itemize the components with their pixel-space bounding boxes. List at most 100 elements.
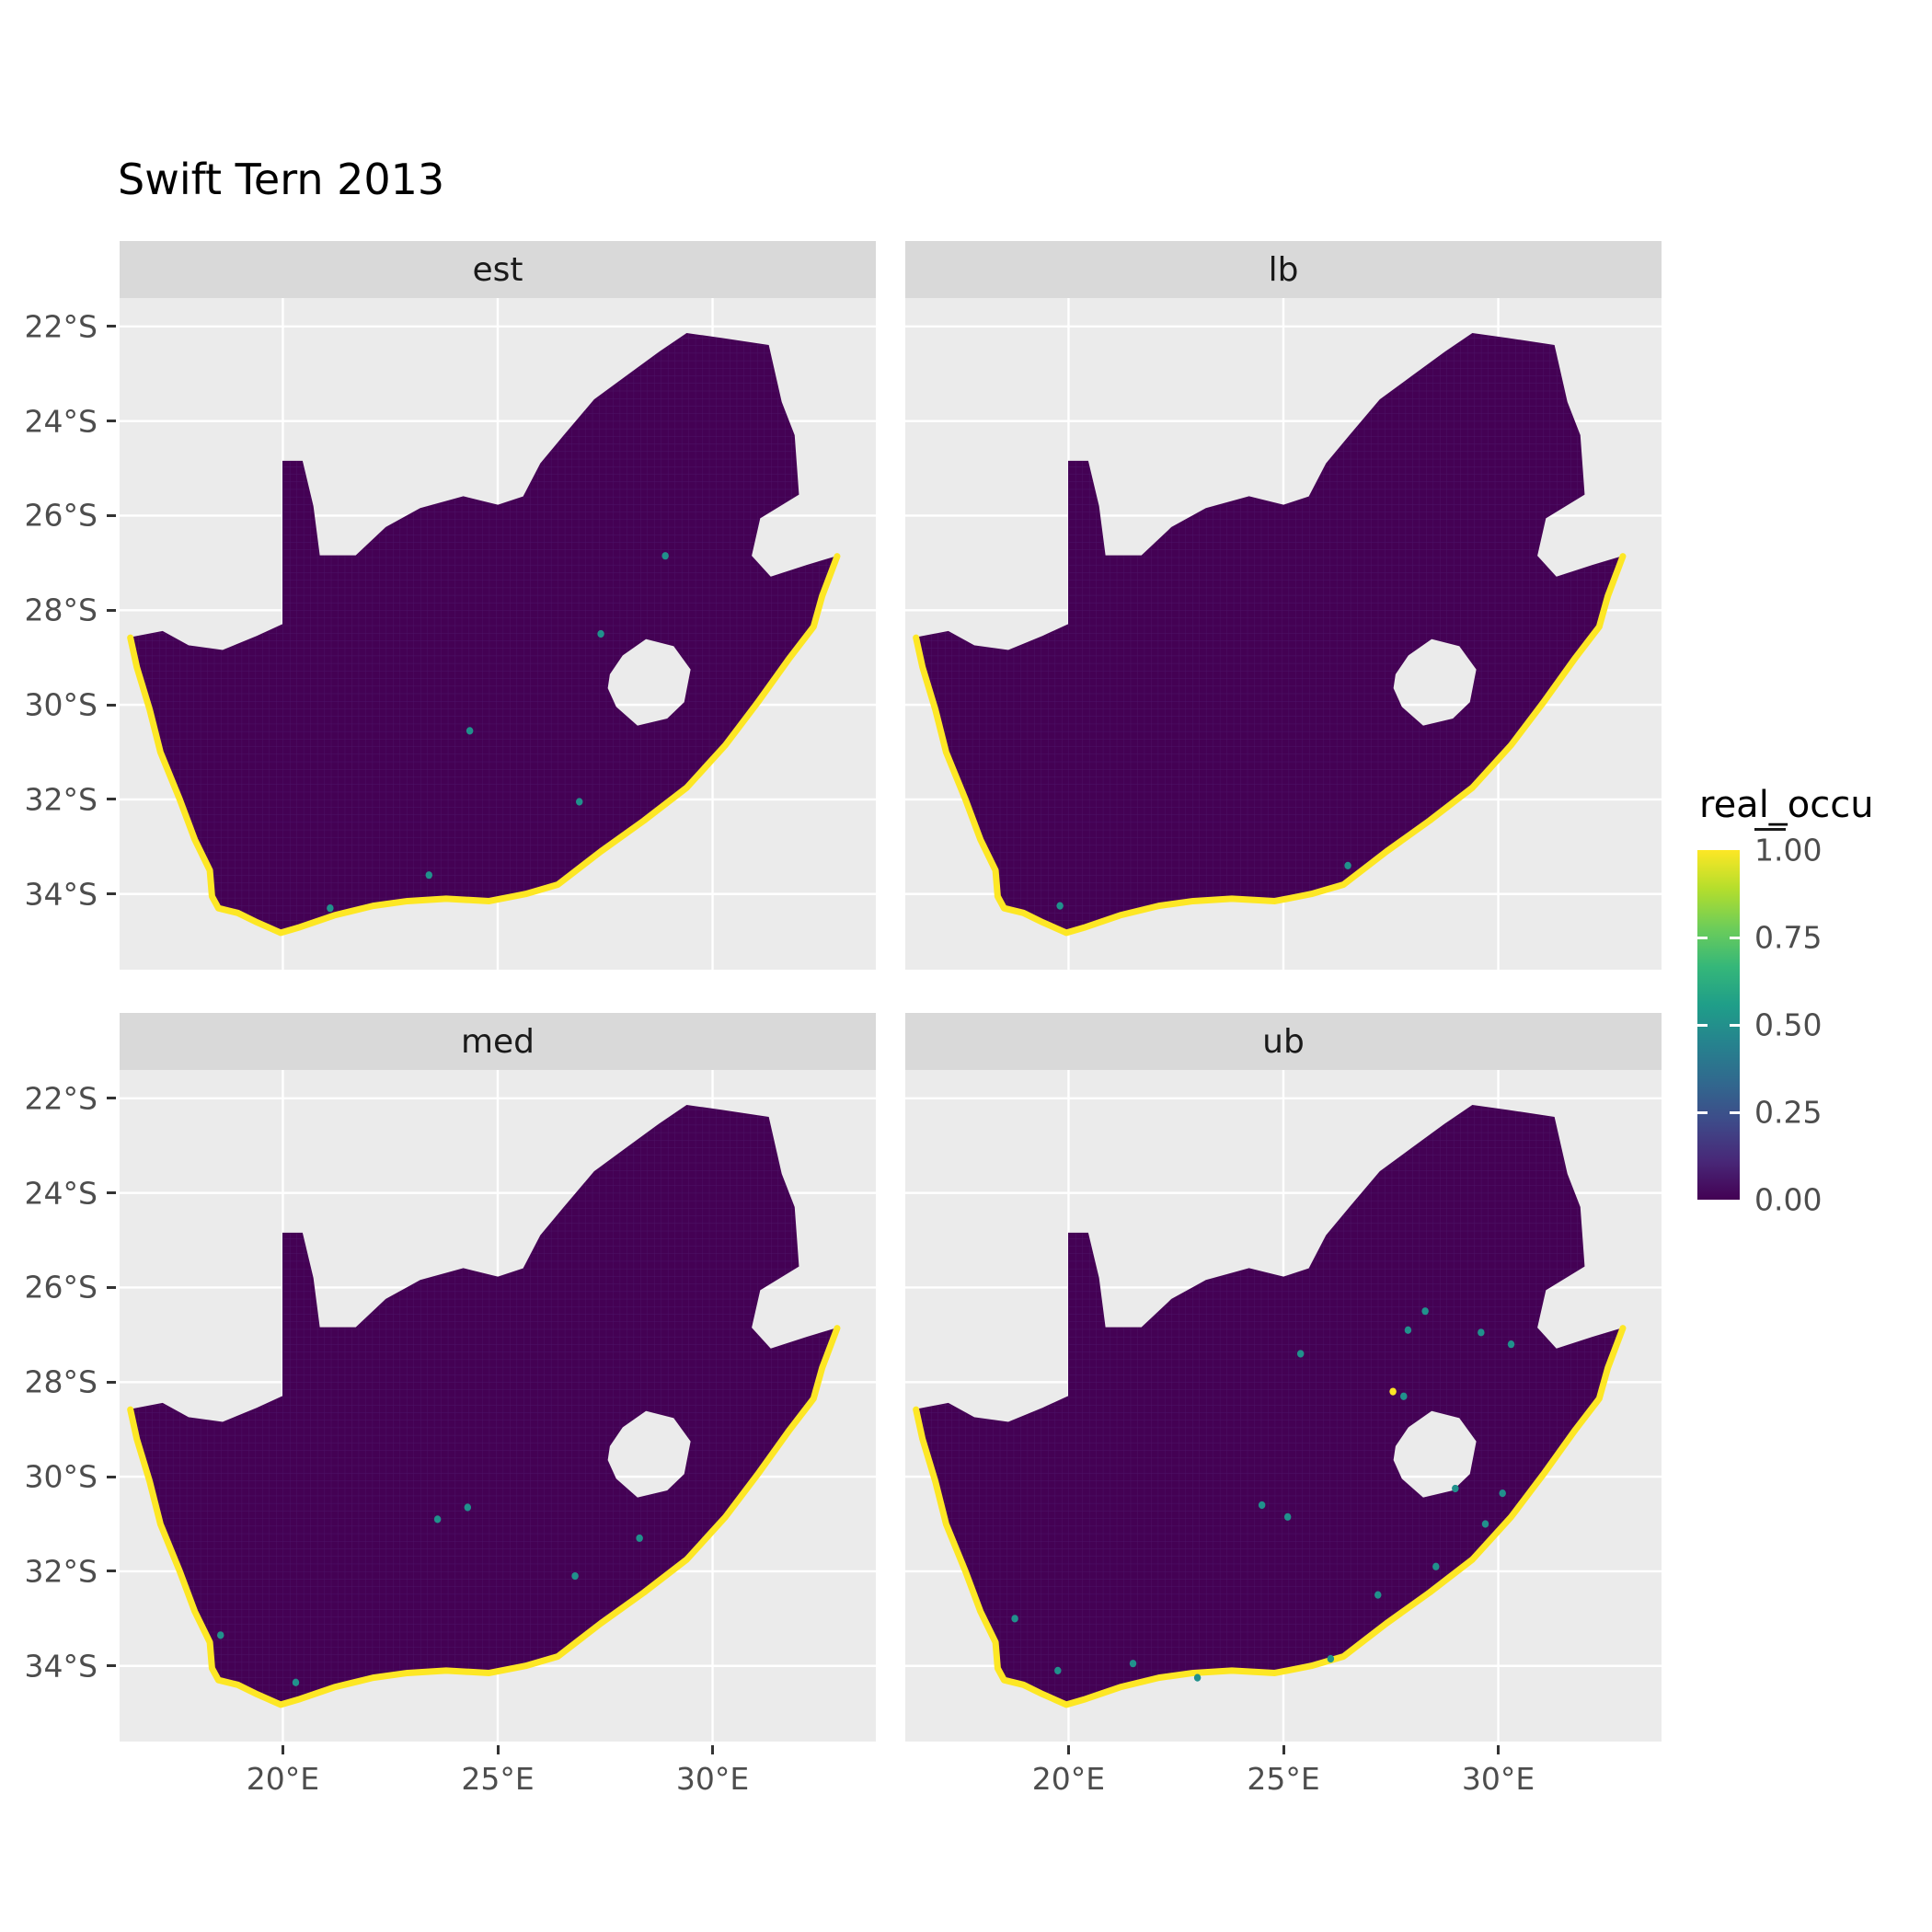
- y-axis-tick: [107, 1380, 116, 1384]
- coastline-occupancy: [131, 557, 837, 933]
- y-axis-tick: [107, 325, 116, 328]
- occupancy-cell: [433, 1515, 442, 1524]
- y-axis-label: 28°S: [24, 1363, 98, 1400]
- facet-label-ub: ub: [1262, 1022, 1305, 1061]
- y-axis-tick: [107, 1570, 116, 1573]
- legend-real-occu: real_occu 1.00 0.75 0.50 0.25 0.00: [1697, 784, 1900, 1218]
- occupancy-cell: [1481, 1520, 1489, 1528]
- legend-tick: [1730, 1110, 1740, 1114]
- occupancy-cell: [1283, 1512, 1292, 1521]
- occupancy-cell: [1011, 1615, 1018, 1623]
- legend-break-label: 0.00: [1754, 1181, 1823, 1218]
- occupancy-cell: [571, 1571, 579, 1581]
- y-axis-label: 28°S: [24, 592, 98, 628]
- x-axis-label: 25°E: [461, 1761, 535, 1797]
- legend-break-label: 1.00: [1754, 832, 1823, 868]
- y-axis-label: 30°S: [24, 686, 98, 723]
- occupancy-cell: [464, 1503, 472, 1512]
- occupancy-cell: [1129, 1660, 1137, 1668]
- y-axis-tick: [107, 608, 116, 612]
- occupancy-cell: [1421, 1307, 1429, 1316]
- y-axis-tick: [107, 1097, 116, 1100]
- coastline-occupancy: [131, 1328, 837, 1705]
- occupancy-cell-high: [1389, 1387, 1397, 1396]
- legend-break-label: 0.25: [1754, 1094, 1823, 1131]
- y-axis-tick: [107, 513, 116, 517]
- x-axis-label: 20°E: [246, 1761, 320, 1797]
- occupancy-cell: [1193, 1673, 1202, 1682]
- legend-break-label: 0.75: [1754, 919, 1823, 956]
- occupancy-cell: [597, 629, 604, 638]
- raster-texture: [130, 333, 837, 933]
- legend-tick: [1730, 1023, 1740, 1027]
- occupancy-cell: [1499, 1489, 1506, 1498]
- x-axis-label: 25°E: [1247, 1761, 1320, 1797]
- x-axis-tick: [281, 1745, 284, 1754]
- occupancy-cell: [327, 904, 334, 913]
- occupancy-cell: [661, 552, 669, 560]
- plot-title: Swift Tern 2013: [118, 155, 445, 204]
- occupancy-cell: [1344, 861, 1351, 870]
- y-axis-tick: [107, 798, 116, 801]
- occupancy-cell: [576, 798, 583, 806]
- occupancy-cell: [1432, 1562, 1440, 1570]
- y-axis-label: 34°S: [24, 1648, 98, 1685]
- occupancy-cell: [1478, 1328, 1485, 1337]
- y-axis-tick: [107, 892, 116, 896]
- map-panel-med: [120, 1070, 876, 1742]
- raster-texture: [915, 1105, 1623, 1705]
- coastline-occupancy: [916, 557, 1623, 933]
- y-axis-label: 30°S: [24, 1458, 98, 1495]
- x-axis-label: 30°E: [1461, 1761, 1535, 1797]
- legend-colorbar-wrap: 1.00 0.75 0.50 0.25 0.00: [1697, 828, 1900, 1218]
- occupancy-cell: [425, 871, 433, 880]
- occupancy-cell: [1056, 902, 1064, 910]
- occupancy-cell: [1054, 1666, 1062, 1674]
- facet-strip-ub: ub: [905, 1013, 1662, 1070]
- legend-top-tick: [1754, 828, 1786, 831]
- x-axis-tick: [711, 1745, 715, 1754]
- occupancy-cell: [1507, 1340, 1515, 1349]
- occupancy-cell: [1258, 1501, 1266, 1510]
- y-axis-label: 32°S: [24, 781, 98, 818]
- facet-label-med: med: [460, 1022, 535, 1061]
- y-axis-label: 34°S: [24, 876, 98, 913]
- x-axis-tick: [496, 1745, 500, 1754]
- y-axis-label: 32°S: [24, 1553, 98, 1590]
- y-axis-label: 26°S: [24, 497, 98, 534]
- x-axis-tick: [1497, 1745, 1501, 1754]
- occupancy-cell: [1404, 1326, 1412, 1334]
- occupancy-cell: [1296, 1350, 1305, 1358]
- facet-label-lb: lb: [1268, 250, 1299, 289]
- occupancy-cell: [292, 1678, 300, 1686]
- x-axis-label: 20°E: [1031, 1761, 1106, 1797]
- y-axis-tick: [107, 1285, 116, 1289]
- y-axis-label: 26°S: [24, 1269, 98, 1305]
- occupancy-cell: [1374, 1591, 1382, 1599]
- raster-texture: [130, 1105, 837, 1705]
- occupancy-cell: [1400, 1392, 1408, 1400]
- coastline-occupancy: [916, 1328, 1623, 1705]
- map-panel-est: [120, 298, 876, 970]
- occupancy-cell: [1452, 1484, 1459, 1493]
- x-axis-tick: [1282, 1745, 1285, 1754]
- legend-tick: [1697, 1023, 1708, 1027]
- x-axis-label: 30°E: [675, 1761, 750, 1797]
- facet-strip-med: med: [120, 1013, 876, 1070]
- facet-strip-lb: lb: [905, 241, 1662, 298]
- y-axis-tick: [107, 1664, 116, 1668]
- legend-title: real_occu: [1699, 784, 1874, 826]
- map-panel-ub: [905, 1070, 1662, 1742]
- y-axis-tick: [107, 420, 116, 423]
- y-axis-tick: [107, 703, 116, 707]
- occupancy-cell: [217, 1631, 224, 1639]
- y-axis-label: 24°S: [24, 403, 98, 440]
- occupancy-cell: [466, 727, 474, 735]
- y-axis-label: 22°S: [24, 1080, 98, 1117]
- legend-tick: [1730, 936, 1740, 939]
- occupancy-cell: [1327, 1654, 1335, 1663]
- legend-tick: [1697, 1110, 1708, 1114]
- legend-break-label: 0.50: [1754, 1006, 1823, 1043]
- y-axis-label: 24°S: [24, 1175, 98, 1212]
